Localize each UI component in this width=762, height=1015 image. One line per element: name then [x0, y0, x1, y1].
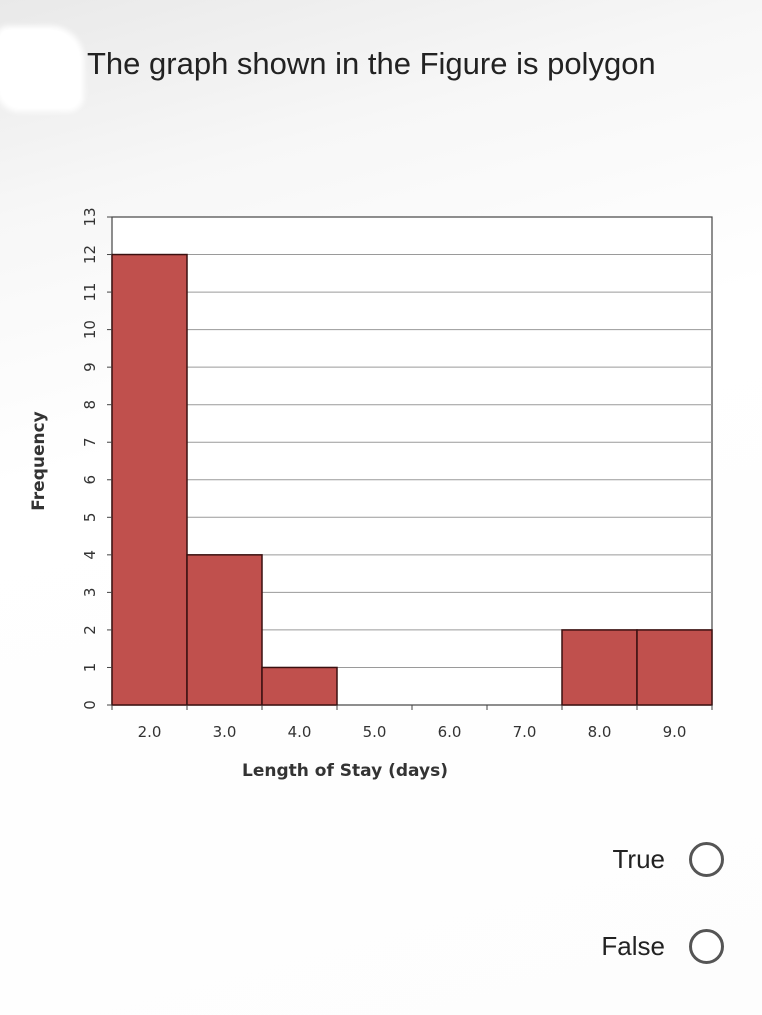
y-tick-label: 9 [81, 362, 99, 372]
bar-3.0 [186, 554, 263, 706]
bar-4.0 [261, 666, 338, 706]
bar-9.0 [636, 629, 713, 706]
y-tick-label: 1 [81, 663, 99, 673]
y-tick-label: 6 [81, 475, 99, 485]
bars [111, 253, 713, 706]
y-tick-label: 8 [81, 400, 99, 410]
y-tick-label: 0 [81, 700, 99, 710]
x-tick-label: 6.0 [438, 723, 462, 741]
x-tick-label: 5.0 [363, 723, 387, 741]
y-tick-label: 3 [81, 588, 99, 598]
y-tick-label: 2 [81, 625, 99, 635]
y-axis-label: Frequency [29, 411, 49, 511]
x-tick-label: 9.0 [663, 723, 687, 741]
bar-2.0 [111, 253, 188, 706]
y-tick-label: 11 [81, 283, 99, 302]
option-false-radio[interactable] [689, 929, 724, 964]
x-axis-label: Length of Stay (days) [242, 761, 448, 781]
option-true-radio[interactable] [689, 842, 724, 877]
y-tick-label: 12 [81, 245, 99, 264]
question-text: The graph shown in the Figure is polygon [87, 46, 656, 81]
x-tick-label: 3.0 [213, 723, 237, 741]
x-tick-label: 8.0 [588, 723, 612, 741]
bar-8.0 [561, 629, 638, 706]
option-false-label: False [601, 931, 665, 961]
x-tick-label: 4.0 [288, 723, 312, 741]
y-tick-label: 13 [81, 207, 99, 226]
x-tick-label: 7.0 [513, 723, 537, 741]
y-tick-label: 10 [81, 320, 99, 339]
redaction-scribble [0, 30, 80, 108]
y-tick-label: 4 [81, 550, 99, 560]
option-true[interactable]: True [612, 842, 724, 877]
option-true-label: True [612, 844, 666, 874]
y-tick-label: 5 [81, 513, 99, 523]
x-tick-label: 2.0 [138, 723, 162, 741]
x-axis-ticks: 2.0 3.0 4.0 5.0 6.0 7.0 8.0 9.0 [111, 705, 713, 741]
option-false[interactable]: False [601, 929, 724, 964]
y-tick-label: 7 [81, 437, 99, 447]
